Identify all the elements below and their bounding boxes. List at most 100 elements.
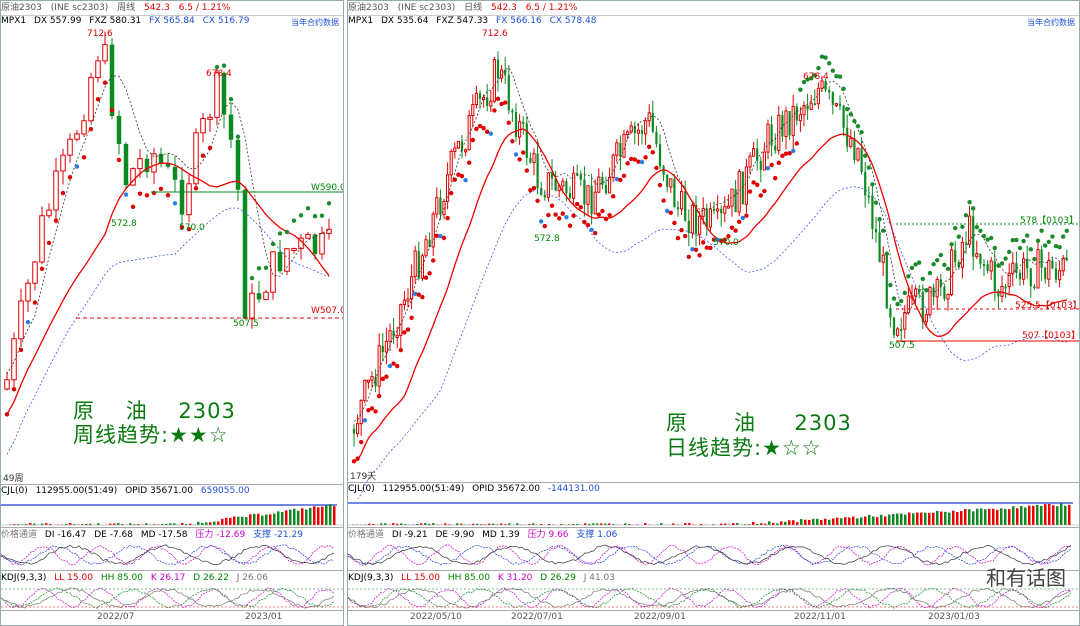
volume-bar (313, 506, 316, 525)
indicator-line (1, 587, 335, 609)
indicator-line (348, 587, 1072, 609)
sar-dot (625, 161, 630, 166)
volume-bar (884, 516, 887, 525)
period-selector[interactable]: 周线 (117, 3, 136, 13)
candle-body-up (950, 249, 954, 296)
kdj-subchart[interactable]: KDJ(9,3,3) LL 15.00 HH 85.00 K 31.20 D 2… (348, 570, 1079, 614)
candle-body-up (561, 180, 565, 187)
sar-dot (711, 237, 717, 242)
sar-dot (733, 228, 738, 233)
candle-body-down (813, 103, 816, 106)
sar-dot (158, 186, 164, 191)
chart-title-bar: 原油2303 (INE sc2303) 周线 542.3 6.5 / 1.21% (1, 1, 343, 16)
cjl-subchart[interactable]: CJL(0) 112955.00(51:49) OPID 35671.00 65… (1, 484, 343, 527)
sar-dot (996, 263, 1001, 268)
ma-long-line (6, 207, 330, 455)
volume-bar (209, 522, 212, 525)
sar-dot (924, 288, 929, 293)
sar-dot (214, 64, 220, 70)
sar-dot (32, 300, 38, 305)
volume-bar (273, 513, 276, 525)
volume-bar (824, 518, 827, 525)
sar-dot (1057, 245, 1062, 250)
sar-dot (704, 245, 709, 250)
sar-dot (985, 237, 990, 242)
candle-body-down (1033, 286, 1036, 289)
volume-bar (289, 509, 292, 525)
kdj-plot (1, 587, 343, 609)
volume-bar (500, 523, 503, 525)
sar-dot (53, 218, 59, 223)
candle-body-up (701, 207, 705, 217)
daily-price-chart[interactable] (348, 29, 1080, 499)
indicator-line (1, 544, 335, 566)
candle-body-down (979, 253, 982, 264)
indicator-name[interactable]: MPX1 (1, 16, 27, 26)
volume-bar (137, 524, 140, 525)
price-label-high: 712.6 (482, 29, 508, 39)
candle-body-up (737, 171, 741, 213)
sar-dot (60, 190, 66, 196)
indicator-legend: MPX1 DX 535.64 FXZ 547.33 FX 566.16 CX 5… (348, 15, 1079, 28)
volume-bar (29, 523, 32, 525)
volume-bar (1008, 509, 1011, 525)
cjl-subchart[interactable]: CJL(0) 112955.00(51:49) OPID 35672.00 -1… (348, 482, 1079, 527)
date-label: 2022/07/01 (511, 612, 563, 622)
candle-body-up (81, 120, 87, 135)
candle-body-down (604, 185, 608, 193)
volume-bar (788, 520, 791, 525)
sar-dot (978, 228, 983, 234)
candle-body-down (565, 181, 568, 194)
indicator-name[interactable]: MPX1 (348, 16, 374, 26)
sar-dot (758, 193, 763, 198)
volume-bar (836, 517, 839, 525)
sar-dot (650, 150, 655, 155)
candle-body-down (1004, 286, 1007, 289)
candle-body-down (774, 145, 777, 151)
sar-dot (787, 150, 792, 156)
candle-body-up (377, 345, 381, 387)
sar-dot (773, 175, 778, 181)
volume-bar (1040, 505, 1043, 525)
kdj-subchart[interactable]: KDJ(9,3,3) LL 15.00 HH 85.00 K 26.17 D 2… (1, 570, 343, 614)
sar-dot (452, 177, 457, 182)
volume-bar (1052, 505, 1055, 525)
sar-dot (762, 188, 767, 194)
channel-subchart[interactable]: 价格通道 DI -9.21 DE -9.90 MD 1.39 压力 9.66 支… (348, 527, 1079, 570)
daily-chart-pane[interactable]: 原油2303 (INE sc2303) 日线 542.3 6.5 / 1.21%… (347, 0, 1080, 626)
sar-dot (920, 276, 925, 282)
sar-dot (235, 134, 241, 139)
volume-bar (796, 522, 799, 525)
sar-dot (377, 393, 382, 399)
volume-bar (81, 524, 84, 525)
period-selector[interactable]: 日线 (464, 3, 483, 13)
level-label-578: 578【0103】 (1020, 216, 1079, 226)
candle-body-up (284, 248, 290, 272)
weekly-price-chart[interactable] (1, 29, 344, 499)
candle-body-up (968, 215, 972, 245)
volume-bar (748, 524, 751, 525)
watermark-text: 和有话图 (986, 566, 1066, 590)
candle-body-up (95, 60, 101, 79)
volume-bar (305, 509, 308, 525)
price-label-low3: 507.5 (889, 341, 915, 351)
volume-bar (85, 523, 88, 525)
volume-bar (153, 524, 156, 525)
candle-body-up (924, 314, 928, 323)
candle-body-up (669, 178, 673, 188)
candle-body-up (1061, 257, 1065, 272)
sar-dot (18, 347, 24, 353)
sar-dot (524, 168, 529, 173)
weekly-chart-pane[interactable]: 原油2303 (INE sc2303) 周线 542.3 6.5 / 1.21%… (0, 0, 344, 626)
sar-dot (830, 68, 835, 73)
candle-body-down (381, 345, 384, 352)
channel-subchart[interactable]: 价格通道 DI -16.47 DE -7.68 MD -17.58 压力 -12… (1, 527, 343, 570)
sar-dot (690, 246, 695, 252)
price-label-high: 712.6 (87, 29, 113, 39)
volume-bar (780, 521, 783, 525)
candle-body-up (474, 92, 479, 105)
volume-bar (700, 523, 703, 525)
sar-dot (884, 251, 889, 256)
volume-bar (868, 514, 871, 525)
candle-body-up (500, 69, 504, 79)
